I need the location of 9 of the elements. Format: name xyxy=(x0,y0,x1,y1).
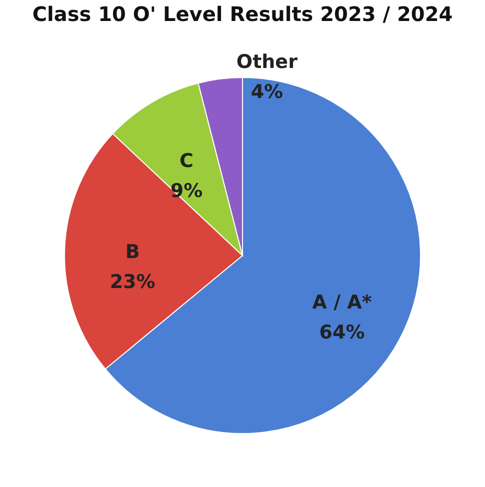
data-label: 4% xyxy=(250,81,284,104)
data-label: 9% xyxy=(170,180,203,202)
slice-label: Other xyxy=(236,51,298,74)
data-label: 64% xyxy=(319,321,365,344)
slice-label: A / A* xyxy=(312,291,372,314)
slice-label: C xyxy=(180,150,194,172)
chart-title: Class 10 O' Level Results 2023 / 2024 xyxy=(32,2,453,26)
slice-label: B xyxy=(125,241,140,264)
data-label: 23% xyxy=(110,271,156,294)
